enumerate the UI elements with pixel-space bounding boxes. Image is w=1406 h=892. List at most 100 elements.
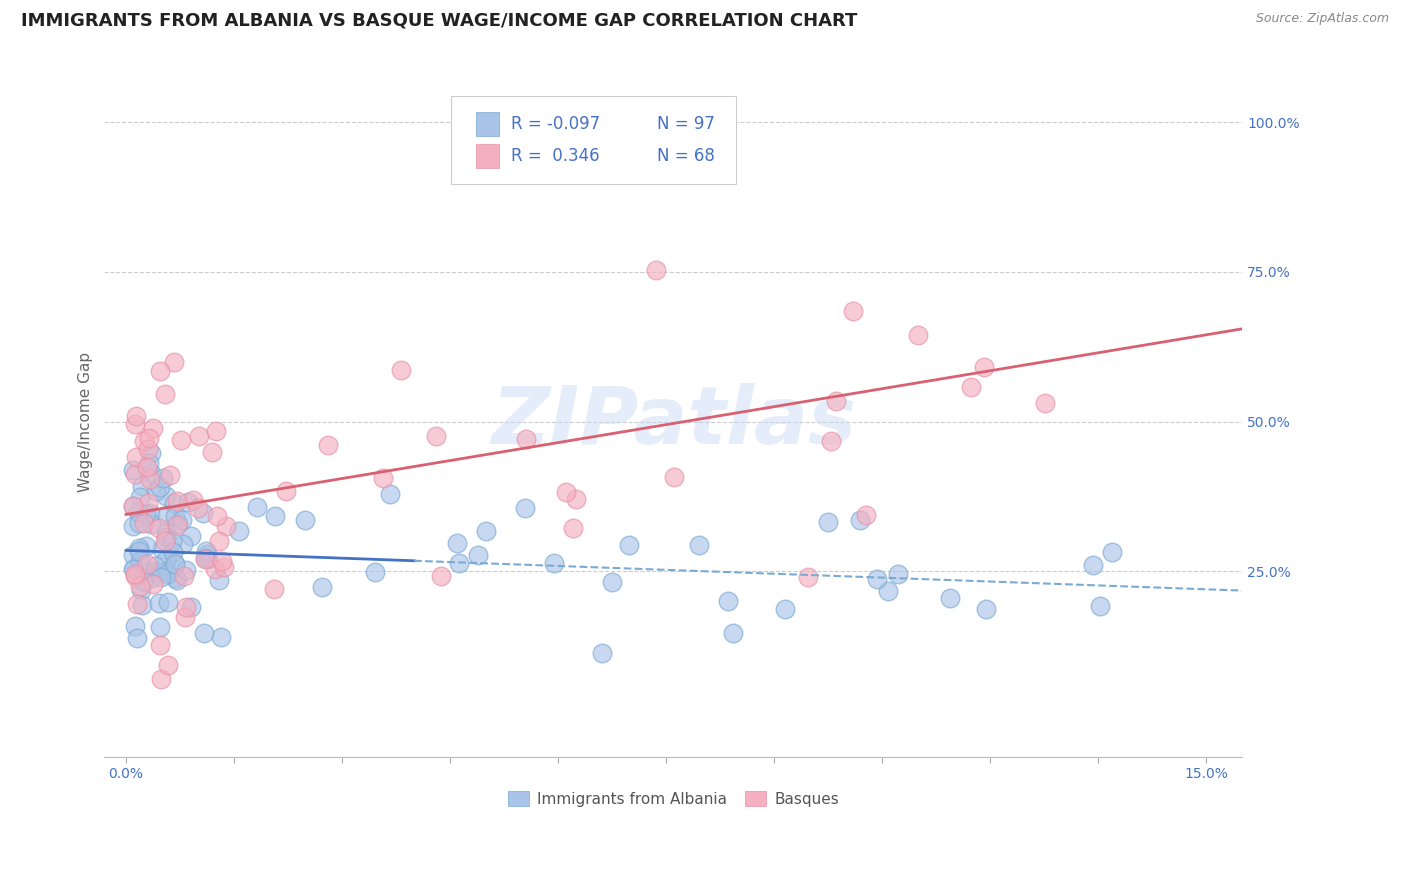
- Point: [148, 521, 170, 535]
- Point: [155, 526, 177, 541]
- Point: [166, 516, 188, 531]
- Point: [139, 506, 162, 520]
- FancyBboxPatch shape: [451, 96, 735, 184]
- Point: [1033, 395, 1056, 409]
- Point: [135, 539, 157, 553]
- Point: [193, 551, 215, 566]
- Point: [721, 625, 744, 640]
- Point: [591, 646, 613, 660]
- Point: [449, 556, 471, 570]
- Point: [145, 483, 167, 498]
- Point: [959, 380, 981, 394]
- Point: [212, 560, 235, 574]
- Point: [136, 459, 159, 474]
- Point: [128, 544, 150, 558]
- Legend: Immigrants from Albania, Basques: Immigrants from Albania, Basques: [502, 785, 845, 813]
- Point: [135, 557, 157, 571]
- Point: [513, 500, 536, 515]
- Point: [565, 492, 588, 507]
- Point: [209, 631, 232, 645]
- Point: [195, 543, 218, 558]
- Point: [215, 519, 238, 533]
- Point: [163, 354, 186, 368]
- Point: [128, 516, 150, 530]
- Point: [157, 657, 180, 672]
- Point: [174, 609, 197, 624]
- Point: [446, 536, 468, 550]
- Point: [246, 500, 269, 514]
- Point: [170, 434, 193, 448]
- Point: [166, 494, 188, 508]
- Point: [197, 551, 219, 566]
- Point: [515, 432, 537, 446]
- Point: [389, 362, 412, 376]
- Point: [134, 434, 156, 449]
- Point: [124, 569, 146, 583]
- Point: [138, 456, 160, 470]
- Point: [156, 566, 179, 581]
- Point: [429, 569, 451, 583]
- Point: [162, 544, 184, 558]
- Point: [263, 582, 285, 596]
- Point: [149, 363, 172, 377]
- Point: [150, 570, 173, 584]
- Point: [149, 620, 172, 634]
- Point: [155, 530, 177, 544]
- Point: [139, 446, 162, 460]
- Point: [134, 565, 156, 579]
- Point: [263, 508, 285, 523]
- Point: [817, 516, 839, 530]
- Point: [316, 438, 339, 452]
- Point: [124, 467, 146, 482]
- Point: [174, 599, 197, 614]
- Point: [125, 409, 148, 423]
- Point: [617, 538, 640, 552]
- Point: [201, 444, 224, 458]
- Point: [866, 573, 889, 587]
- Point: [128, 541, 150, 555]
- Point: [425, 429, 447, 443]
- Point: [276, 484, 298, 499]
- Point: [820, 434, 842, 448]
- Point: [311, 580, 333, 594]
- Point: [122, 499, 145, 513]
- Point: [142, 577, 165, 591]
- Point: [139, 517, 162, 532]
- Text: Source: ZipAtlas.com: Source: ZipAtlas.com: [1256, 12, 1389, 25]
- Point: [142, 420, 165, 434]
- Point: [662, 469, 685, 483]
- Point: [143, 559, 166, 574]
- Point: [825, 393, 848, 408]
- FancyBboxPatch shape: [477, 145, 499, 169]
- Point: [208, 534, 231, 549]
- Point: [135, 507, 157, 521]
- Point: [124, 566, 146, 581]
- Point: [148, 596, 170, 610]
- Point: [378, 487, 401, 501]
- Point: [543, 556, 565, 570]
- Point: [124, 417, 146, 431]
- Point: [155, 564, 177, 578]
- Point: [211, 554, 233, 568]
- Point: [145, 564, 167, 578]
- Point: [208, 573, 231, 587]
- Point: [138, 496, 160, 510]
- Point: [294, 513, 316, 527]
- Point: [876, 583, 898, 598]
- Point: [645, 263, 668, 277]
- Point: [166, 518, 188, 533]
- Point: [773, 602, 796, 616]
- Point: [165, 557, 187, 571]
- Point: [173, 569, 195, 583]
- Point: [887, 567, 910, 582]
- Point: [475, 524, 498, 538]
- Point: [122, 519, 145, 533]
- Point: [163, 509, 186, 524]
- Point: [156, 595, 179, 609]
- Point: [467, 548, 489, 562]
- Point: [129, 582, 152, 597]
- Text: R =  0.346: R = 0.346: [510, 147, 599, 165]
- Point: [717, 593, 740, 607]
- Point: [193, 507, 215, 521]
- Text: R = -0.097: R = -0.097: [510, 115, 600, 133]
